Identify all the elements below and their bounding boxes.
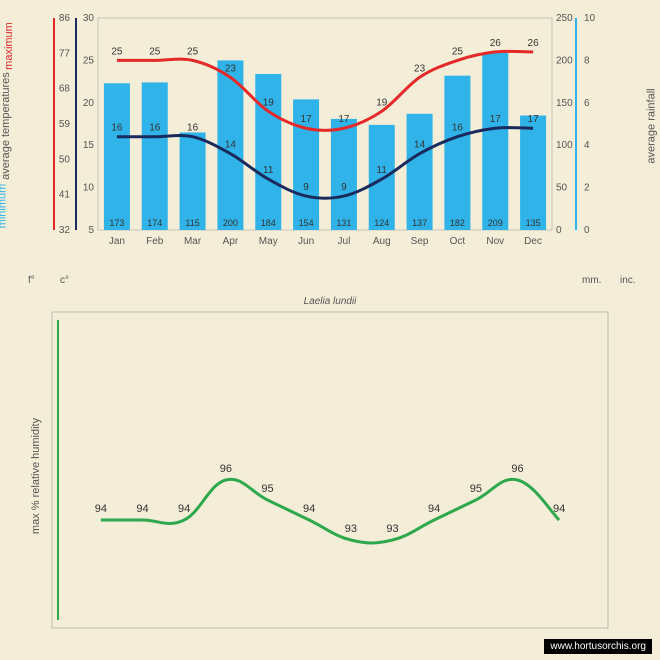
svg-text:10: 10 [584, 13, 596, 24]
svg-text:135: 135 [526, 218, 541, 228]
svg-text:Mar: Mar [184, 236, 202, 247]
svg-text:25: 25 [452, 46, 464, 57]
svg-text:26: 26 [528, 38, 540, 49]
svg-text:4: 4 [584, 140, 590, 151]
humidity-chart: 94 94 94 96 95 94 93 93 94 95 96 94 [50, 310, 610, 630]
svg-text:59: 59 [59, 119, 71, 130]
svg-text:94: 94 [553, 503, 565, 515]
svg-text:20: 20 [83, 98, 95, 109]
svg-text:182: 182 [450, 218, 465, 228]
svg-text:174: 174 [147, 218, 162, 228]
svg-text:23: 23 [225, 63, 237, 74]
svg-text:Sep: Sep [411, 236, 429, 247]
svg-text:25: 25 [149, 46, 161, 57]
svg-text:95: 95 [261, 483, 273, 495]
label-rainfall: average rainfall [646, 88, 658, 163]
svg-text:6: 6 [584, 98, 590, 109]
svg-text:2: 2 [584, 183, 590, 194]
label-avg-temp: average temperatures [0, 72, 12, 180]
svg-text:Oct: Oct [450, 236, 466, 247]
svg-text:Jun: Jun [298, 236, 314, 247]
svg-text:154: 154 [299, 218, 314, 228]
svg-text:50: 50 [556, 183, 568, 194]
svg-text:23: 23 [414, 63, 426, 74]
svg-text:16: 16 [452, 123, 464, 134]
svg-text:200: 200 [556, 55, 573, 66]
svg-text:94: 94 [178, 503, 190, 515]
svg-text:94: 94 [95, 503, 107, 515]
svg-text:17: 17 [490, 114, 502, 125]
svg-text:93: 93 [345, 523, 357, 535]
svg-text:Jan: Jan [109, 236, 125, 247]
svg-text:86: 86 [59, 13, 71, 24]
svg-text:Apr: Apr [223, 236, 239, 247]
svg-text:5: 5 [88, 225, 94, 236]
unit-inc: inc. [620, 275, 636, 286]
svg-text:0: 0 [584, 225, 590, 236]
species-name: Laelia lundii [0, 296, 660, 307]
svg-text:137: 137 [412, 218, 427, 228]
footer-credit: www.hortusorchis.org [544, 639, 652, 654]
svg-text:124: 124 [374, 218, 389, 228]
svg-text:94: 94 [428, 503, 440, 515]
svg-text:94: 94 [303, 503, 315, 515]
svg-text:19: 19 [263, 97, 275, 108]
svg-text:77: 77 [59, 48, 71, 59]
svg-text:96: 96 [511, 463, 523, 475]
svg-text:16: 16 [149, 123, 161, 134]
svg-text:94: 94 [136, 503, 148, 515]
unit-mm: mm. [582, 275, 601, 286]
svg-text:Nov: Nov [486, 236, 504, 247]
svg-text:19: 19 [376, 97, 388, 108]
svg-text:0: 0 [556, 225, 562, 236]
svg-text:173: 173 [109, 218, 124, 228]
svg-text:96: 96 [220, 463, 232, 475]
svg-text:150: 150 [556, 98, 573, 109]
svg-text:209: 209 [488, 218, 503, 228]
svg-text:250: 250 [556, 13, 573, 24]
label-minimum: minimum [0, 184, 8, 229]
svg-text:10: 10 [83, 183, 95, 194]
svg-text:25: 25 [187, 46, 199, 57]
svg-text:95: 95 [470, 483, 482, 495]
svg-text:93: 93 [386, 523, 398, 535]
svg-text:17: 17 [338, 114, 350, 125]
svg-text:Feb: Feb [146, 236, 164, 247]
svg-text:16: 16 [111, 123, 123, 134]
svg-text:25: 25 [111, 46, 123, 57]
svg-text:8: 8 [584, 55, 590, 66]
svg-text:100: 100 [556, 140, 573, 151]
svg-text:25: 25 [83, 55, 95, 66]
svg-text:9: 9 [341, 182, 347, 193]
svg-text:11: 11 [263, 165, 274, 176]
svg-text:17: 17 [301, 114, 313, 125]
svg-text:32: 32 [59, 225, 71, 236]
unit-f: f° [28, 275, 35, 286]
svg-text:Jul: Jul [338, 236, 351, 247]
svg-text:16: 16 [187, 123, 199, 134]
svg-text:9: 9 [303, 182, 309, 193]
svg-text:184: 184 [261, 218, 276, 228]
svg-text:14: 14 [414, 140, 426, 151]
svg-text:50: 50 [59, 154, 71, 165]
svg-text:14: 14 [225, 140, 237, 151]
climate-chart: 5101520253032415059687786050100150200250… [50, 10, 610, 270]
svg-text:17: 17 [528, 114, 540, 125]
unit-c: c° [60, 275, 69, 286]
svg-text:Aug: Aug [373, 236, 391, 247]
label-maximum: maximum [3, 22, 15, 70]
svg-text:115: 115 [185, 218, 199, 228]
svg-text:30: 30 [83, 13, 95, 24]
svg-text:26: 26 [490, 38, 502, 49]
svg-text:131: 131 [336, 218, 351, 228]
svg-text:68: 68 [59, 84, 71, 95]
svg-text:41: 41 [59, 190, 71, 201]
svg-text:15: 15 [83, 140, 95, 151]
svg-text:May: May [259, 236, 278, 247]
svg-text:Dec: Dec [524, 236, 542, 247]
label-humidity: max % relative humidity [30, 418, 42, 534]
svg-text:200: 200 [223, 218, 238, 228]
svg-text:11: 11 [377, 165, 388, 176]
